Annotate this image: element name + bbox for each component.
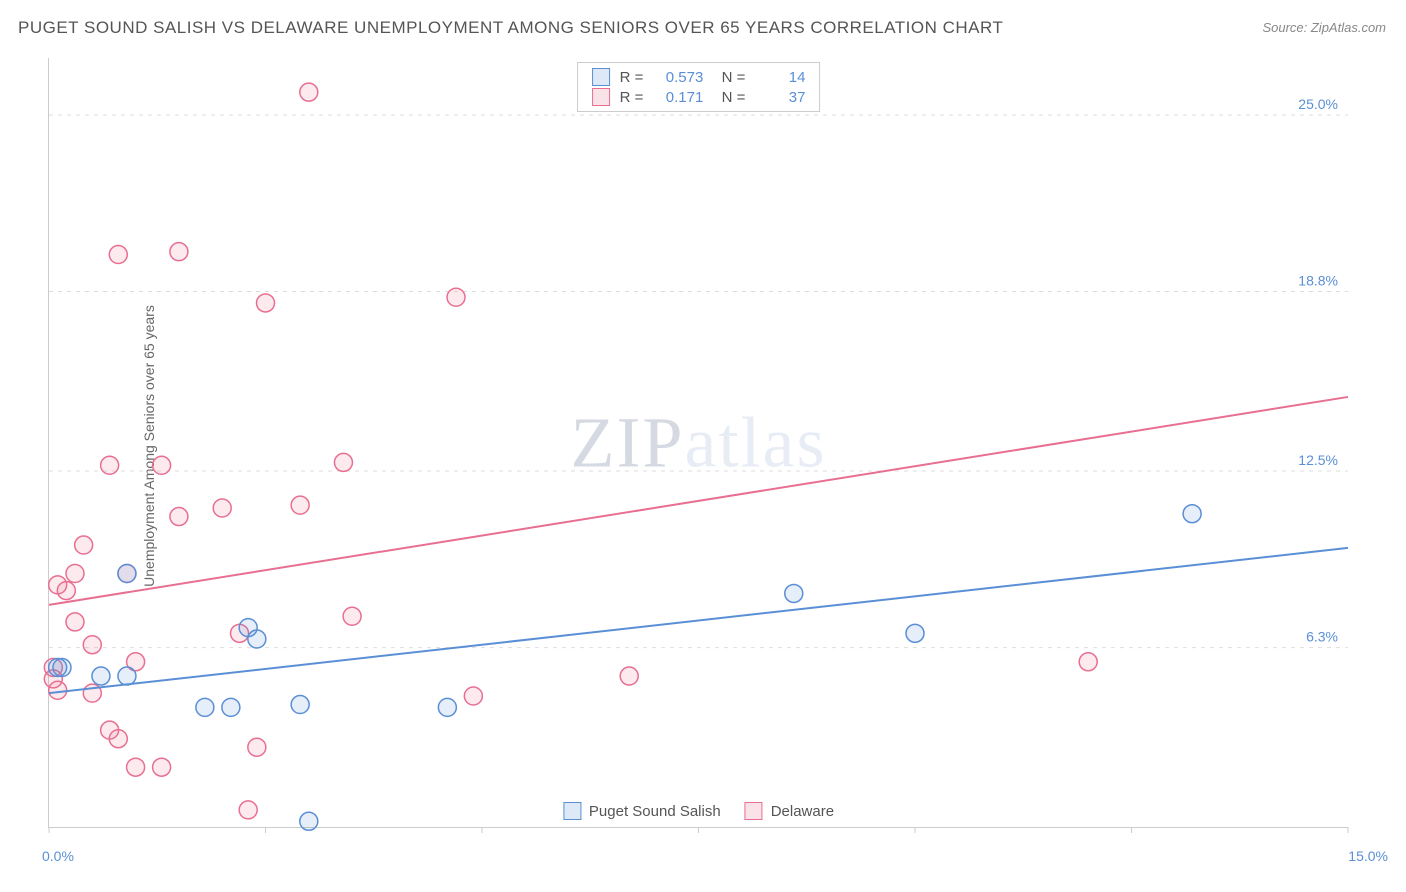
series-legend: Puget Sound Salish Delaware bbox=[551, 799, 846, 823]
legend-item: Puget Sound Salish bbox=[563, 802, 721, 820]
swatch-icon bbox=[745, 802, 763, 820]
chart-canvas: 6.3% 12.5% 18.8% 25.0% bbox=[49, 58, 1348, 827]
swatch-icon bbox=[563, 802, 581, 820]
svg-text:6.3%: 6.3% bbox=[1306, 629, 1338, 645]
svg-text:12.5%: 12.5% bbox=[1298, 452, 1338, 468]
svg-text:18.8%: 18.8% bbox=[1298, 273, 1338, 289]
x-axis-min-label: 0.0% bbox=[42, 848, 74, 864]
legend-item: Delaware bbox=[745, 802, 834, 820]
x-axis-max-label: 15.0% bbox=[1348, 848, 1388, 864]
source-attribution: Source: ZipAtlas.com bbox=[1262, 20, 1386, 35]
plot-area: ZIPatlas R =0.573 N =14 R =0.171 N =37 6… bbox=[48, 58, 1348, 828]
chart-title: PUGET SOUND SALISH VS DELAWARE UNEMPLOYM… bbox=[18, 18, 1003, 38]
svg-text:25.0%: 25.0% bbox=[1298, 96, 1338, 112]
